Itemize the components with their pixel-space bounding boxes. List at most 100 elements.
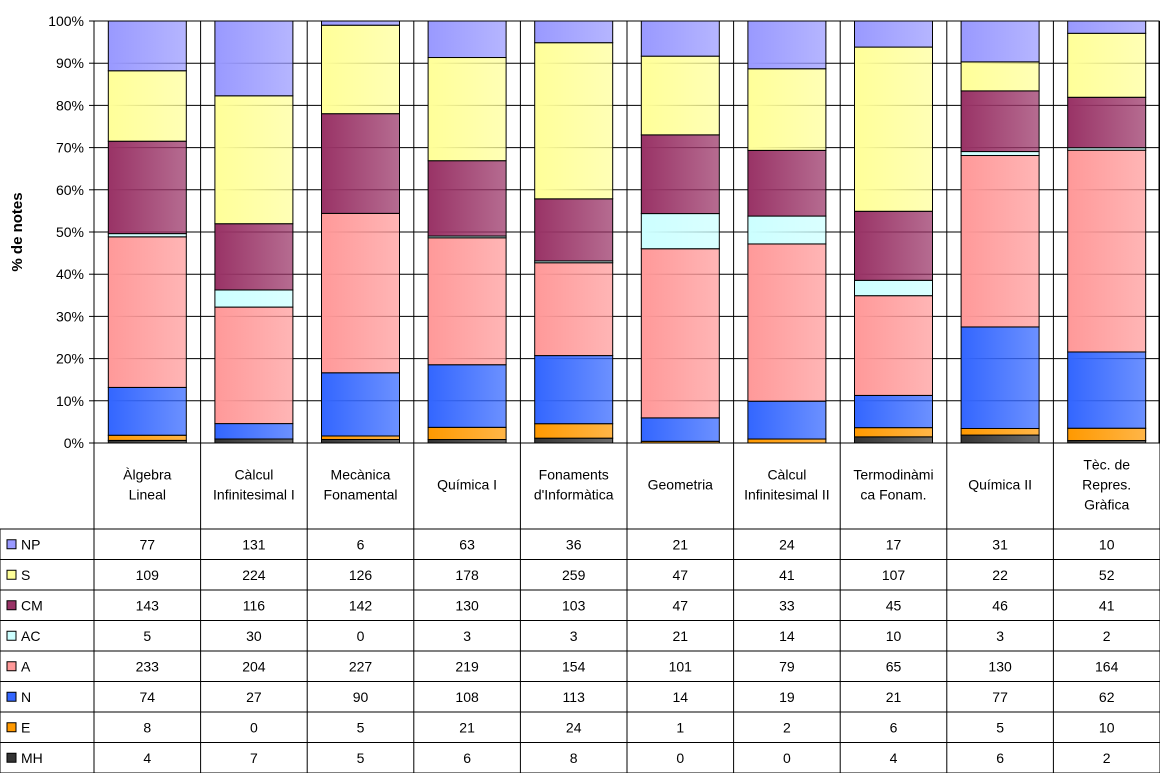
bar-segment-e — [747, 438, 827, 444]
table-cell-value: 10 — [1099, 719, 1115, 735]
table-cell-value: 47 — [673, 597, 689, 613]
bars — [107, 20, 1147, 444]
bar-segment-ac — [640, 213, 720, 250]
table-cell-value: 31 — [992, 536, 1008, 552]
table-cell-value: 233 — [136, 658, 160, 674]
bar-segment-e — [427, 426, 507, 441]
table-cell-value: 5 — [996, 719, 1004, 735]
category-label: Repres. — [1082, 477, 1131, 493]
bar-segment-np — [321, 20, 400, 26]
legend-label: CM — [21, 597, 43, 613]
bar-segment-ac — [854, 279, 933, 297]
legend-swatch-e — [6, 722, 17, 733]
bar-segment-cm — [107, 140, 187, 235]
category-label: Fonamental — [324, 487, 398, 503]
bar-segment-np — [1067, 20, 1147, 34]
table-cell-value: 5 — [357, 719, 365, 735]
table-cell-value: 3 — [570, 628, 578, 644]
category-label: ca Fonam. — [860, 487, 926, 503]
bar-segment-n — [427, 364, 507, 428]
table-cell-value: 113 — [563, 689, 586, 705]
table-cell-value: 21 — [673, 536, 689, 552]
bar-segment-s — [747, 68, 827, 151]
bar-segment-s — [107, 70, 187, 142]
bar-segment-a — [214, 306, 294, 425]
table-cell-value: 101 — [669, 658, 693, 674]
category-label: Gràfica — [1084, 497, 1129, 513]
y-axis: 0% 10% 20% 30% 40% 50% 60% 70% 80% 90% 100% — [48, 13, 94, 451]
category-label: Termodinàmi — [853, 467, 933, 483]
bar-segment-ac — [960, 151, 1040, 157]
table-cell-value: 6 — [890, 719, 898, 735]
table-cell-value: 63 — [459, 536, 475, 552]
bar-segment-mh — [427, 439, 507, 444]
bar-segment-n — [960, 326, 1040, 429]
legend-label: NP — [21, 536, 40, 552]
table-cell-value: 0 — [783, 750, 791, 766]
table-cell-value: 2 — [1103, 750, 1111, 766]
table-cell-value: 74 — [140, 689, 156, 705]
bar-segment-a — [960, 155, 1040, 328]
bar-segment-np — [534, 20, 614, 44]
legend-label: MH — [21, 750, 43, 766]
bar-segment-cm — [534, 198, 614, 262]
bar-segment-n — [214, 423, 294, 440]
bar-segment-np — [427, 20, 507, 59]
bar-segment-a — [747, 243, 827, 402]
category-label: Lineal — [129, 487, 166, 503]
bar-segment-np — [960, 20, 1040, 63]
table-cell-value: 259 — [562, 567, 586, 583]
bar-segment-mh — [214, 438, 294, 444]
table-cell-value: 178 — [455, 567, 479, 583]
table-cell-value: 103 — [562, 597, 586, 613]
y-tick-label: 70% — [56, 140, 84, 156]
category-label: Àlgebra — [123, 467, 171, 483]
table-cell-value: 14 — [673, 689, 689, 705]
bar-segment-s — [640, 55, 720, 136]
bar-segment-np — [214, 20, 294, 97]
legend-swatch-s — [6, 569, 17, 580]
bar-segment-cm — [960, 90, 1040, 153]
y-axis-label: % de notes — [9, 192, 26, 271]
bar-segment-e — [107, 434, 187, 441]
table-cell-value: 14 — [779, 628, 795, 644]
bar-segment-e — [321, 435, 400, 440]
table-cell-value: 142 — [349, 597, 373, 613]
y-tick-label: 100% — [48, 13, 84, 29]
table-cell-value: 154 — [562, 658, 586, 674]
table-cell-value: 24 — [566, 719, 582, 735]
table-cell-value: 2 — [1103, 628, 1111, 644]
y-tick-label: 60% — [56, 182, 84, 198]
table-cell-value: 79 — [779, 658, 795, 674]
category-label: Infinitesimal I — [213, 487, 295, 503]
table-cell-value: 24 — [779, 536, 795, 552]
bar-segment-n — [640, 417, 720, 442]
table-cell-value: 22 — [992, 567, 1008, 583]
legend-swatch-ac — [6, 630, 17, 641]
bar-segment-a — [854, 295, 933, 396]
bar-segment-n — [107, 386, 187, 436]
table-cell-value: 17 — [886, 536, 902, 552]
table-cell-value: 62 — [1099, 689, 1115, 705]
table-cell-value: 21 — [673, 628, 689, 644]
table-cell-value: 6 — [357, 536, 365, 552]
bar-segment-n — [534, 355, 614, 425]
legend-swatch-a — [6, 661, 17, 672]
table-cell-value: 46 — [992, 597, 1008, 613]
table-cell-value: 41 — [779, 567, 795, 583]
table-cell-value: 107 — [882, 567, 906, 583]
table-cell-value: 10 — [1099, 536, 1115, 552]
table-cell-value: 219 — [455, 658, 479, 674]
table-cell-value: 5 — [357, 750, 365, 766]
table-cell-value: 4 — [143, 750, 151, 766]
table-cell-value: 227 — [349, 658, 373, 674]
legend-label: N — [21, 689, 31, 705]
bar-segment-mh — [321, 438, 400, 444]
bar-segment-np — [107, 20, 187, 72]
y-tick-label: 0% — [64, 435, 84, 451]
category-label: Tèc. de — [1083, 457, 1130, 473]
table-cell-value: 45 — [886, 597, 902, 613]
table-cell-value: 77 — [140, 536, 156, 552]
table-cell-value: 108 — [455, 689, 479, 705]
table-cell-value: 21 — [459, 719, 475, 735]
